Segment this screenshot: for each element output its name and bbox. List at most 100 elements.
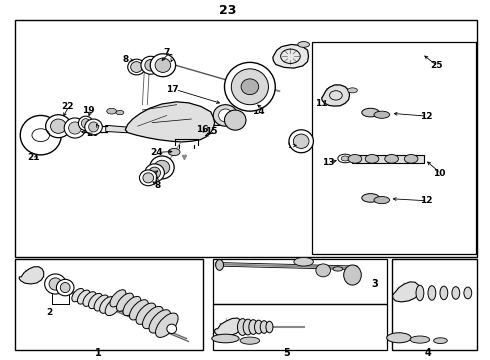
Ellipse shape — [155, 313, 178, 337]
Ellipse shape — [50, 119, 66, 133]
Ellipse shape — [89, 122, 98, 132]
Ellipse shape — [89, 293, 102, 309]
Ellipse shape — [49, 278, 62, 290]
Bar — [213, 304, 387, 350]
Text: 10: 10 — [433, 169, 445, 178]
Ellipse shape — [374, 197, 390, 204]
Ellipse shape — [72, 288, 84, 302]
Ellipse shape — [45, 274, 66, 294]
Ellipse shape — [145, 59, 157, 71]
Ellipse shape — [212, 334, 239, 343]
Ellipse shape — [298, 41, 310, 47]
Ellipse shape — [365, 154, 379, 163]
Text: 1: 1 — [95, 348, 102, 358]
Polygon shape — [19, 267, 44, 284]
Text: 15: 15 — [205, 127, 218, 136]
Ellipse shape — [155, 58, 171, 72]
Ellipse shape — [141, 56, 160, 74]
Ellipse shape — [131, 62, 143, 72]
Text: 14: 14 — [252, 107, 265, 116]
Text: 21: 21 — [27, 153, 40, 162]
Ellipse shape — [149, 310, 171, 333]
Text: 7: 7 — [152, 175, 158, 184]
Ellipse shape — [434, 338, 447, 343]
Ellipse shape — [20, 116, 61, 155]
Ellipse shape — [213, 105, 238, 126]
Polygon shape — [273, 44, 309, 68]
Ellipse shape — [110, 290, 126, 307]
Text: 5: 5 — [283, 348, 290, 358]
Ellipse shape — [116, 111, 124, 115]
Ellipse shape — [46, 115, 71, 138]
Bar — [392, 259, 477, 350]
Ellipse shape — [117, 293, 133, 311]
Text: 24: 24 — [150, 148, 162, 157]
Text: 6: 6 — [148, 169, 154, 178]
Ellipse shape — [249, 320, 258, 334]
Ellipse shape — [140, 170, 157, 186]
Bar — [15, 259, 203, 350]
Polygon shape — [215, 318, 243, 336]
Ellipse shape — [128, 59, 146, 75]
Text: 2: 2 — [47, 308, 53, 317]
Ellipse shape — [410, 336, 430, 343]
Polygon shape — [125, 102, 215, 142]
Bar — [313, 42, 476, 253]
Text: 16: 16 — [196, 125, 209, 134]
Text: 12: 12 — [419, 196, 432, 205]
Ellipse shape — [452, 287, 460, 299]
Ellipse shape — [464, 287, 472, 299]
Ellipse shape — [150, 54, 175, 77]
Polygon shape — [392, 282, 420, 302]
Text: 20: 20 — [86, 129, 99, 138]
Ellipse shape — [348, 154, 362, 163]
Ellipse shape — [241, 79, 259, 95]
Ellipse shape — [129, 300, 148, 320]
Ellipse shape — [136, 303, 156, 324]
Polygon shape — [106, 126, 127, 132]
Ellipse shape — [143, 306, 163, 329]
Ellipse shape — [107, 108, 117, 114]
Text: 18: 18 — [90, 123, 102, 132]
Ellipse shape — [105, 298, 121, 316]
Text: 22: 22 — [61, 102, 74, 111]
Text: 9: 9 — [288, 141, 294, 150]
Bar — [15, 21, 477, 257]
Ellipse shape — [341, 156, 349, 161]
Polygon shape — [322, 85, 349, 106]
Text: 19: 19 — [82, 106, 95, 115]
Text: 25: 25 — [430, 62, 442, 71]
Ellipse shape — [224, 62, 275, 111]
Text: 4: 4 — [425, 348, 432, 358]
Ellipse shape — [167, 324, 176, 333]
Ellipse shape — [428, 286, 436, 300]
Ellipse shape — [440, 286, 448, 300]
Ellipse shape — [56, 279, 74, 296]
Text: 7: 7 — [164, 48, 170, 57]
Ellipse shape — [404, 154, 418, 163]
Ellipse shape — [338, 154, 352, 163]
Text: 8: 8 — [122, 55, 128, 64]
Ellipse shape — [238, 319, 247, 336]
Ellipse shape — [240, 337, 260, 344]
Ellipse shape — [333, 267, 343, 271]
Ellipse shape — [85, 119, 102, 135]
Ellipse shape — [254, 320, 263, 334]
Text: 17: 17 — [167, 85, 179, 94]
Ellipse shape — [69, 122, 81, 134]
Text: 13: 13 — [322, 158, 334, 167]
Ellipse shape — [81, 119, 90, 128]
Ellipse shape — [289, 130, 314, 153]
Ellipse shape — [294, 257, 314, 266]
Ellipse shape — [385, 154, 398, 163]
Ellipse shape — [362, 108, 379, 117]
Ellipse shape — [94, 295, 109, 311]
Ellipse shape — [224, 110, 246, 130]
Ellipse shape — [149, 167, 160, 179]
Ellipse shape — [294, 134, 309, 148]
Bar — [351, 155, 424, 163]
Ellipse shape — [416, 285, 424, 301]
Text: 11: 11 — [316, 99, 328, 108]
Ellipse shape — [123, 296, 141, 316]
Ellipse shape — [216, 260, 223, 270]
